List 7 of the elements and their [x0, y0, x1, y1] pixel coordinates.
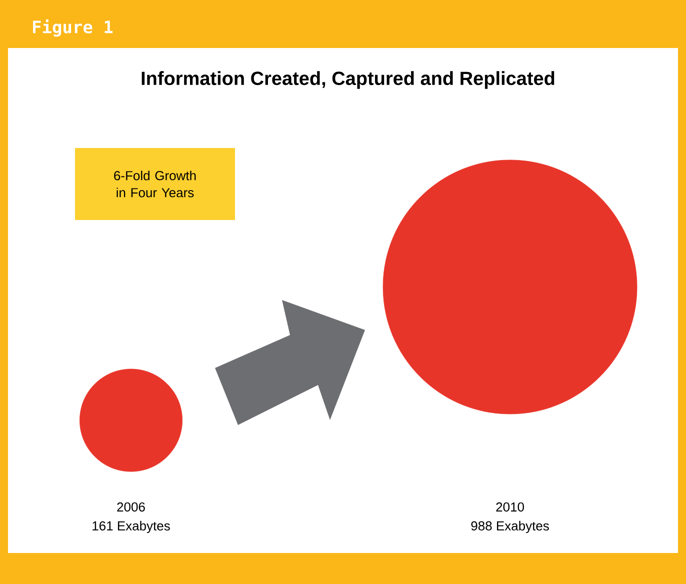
- category-label: 2006: [117, 502, 145, 512]
- data-label: 161 Exabytes: [92, 520, 170, 534]
- text: 6-Fold Growth in Four Years: [114, 170, 196, 198]
- text: Information Created, Captured and Replicated: [142, 71, 554, 89]
- caption: Figure 1: [33, 19, 113, 37]
- data-label: 988 Exabytes: [471, 520, 549, 534]
- category-label: 2010: [496, 502, 524, 512]
